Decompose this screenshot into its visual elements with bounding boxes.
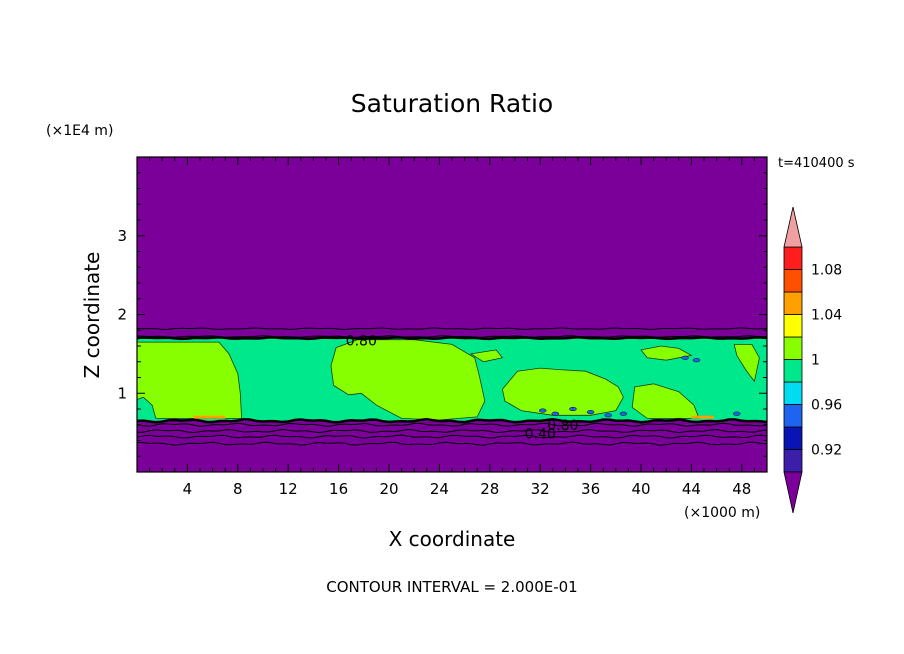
subsaturated-speck <box>733 411 741 416</box>
colorbar-band <box>783 269 803 293</box>
colorbar-band <box>783 449 803 473</box>
colorbar-label: 1.08 <box>811 263 842 279</box>
contour-labels: 0.800.800.40 <box>346 333 579 442</box>
colorbar-band <box>783 246 803 270</box>
subsaturated-speck <box>604 413 612 418</box>
x-tick-label: 8 <box>233 480 243 498</box>
x-tick-label: 48 <box>732 480 751 498</box>
colorbar-top-arrow <box>783 206 803 248</box>
colorbar-label: 1.04 <box>811 308 842 324</box>
dry-region <box>137 157 767 472</box>
contour-label: 0.80 <box>547 418 578 434</box>
subsaturated-speck <box>551 411 560 416</box>
saturated-patch <box>631 383 700 419</box>
saturated-patch <box>136 341 243 419</box>
x-tick-label: 28 <box>480 480 499 498</box>
colorbar-band <box>783 336 803 360</box>
contour-line <box>136 335 767 338</box>
colorbar-band <box>783 381 803 405</box>
x-tick-label: 24 <box>430 480 449 498</box>
y-tick-label: 3 <box>117 227 127 245</box>
saturated-patch <box>469 349 504 363</box>
subsaturated-speck <box>692 358 701 363</box>
colorbar-label: 0.96 <box>811 398 842 414</box>
contour-line <box>136 422 768 427</box>
x-tick-label: 36 <box>581 480 600 498</box>
x-scale-label: (×1000 m) <box>684 505 760 521</box>
saturated-patch <box>640 345 693 361</box>
time-label: t=410400 s <box>778 156 855 171</box>
supersaturated-spot <box>193 415 226 419</box>
colorbar: 0.92 0.96 1 1.04 1.08 <box>783 206 842 514</box>
colorbar-band <box>783 291 803 315</box>
contour-label: 0.80 <box>346 333 377 349</box>
supersaturated-spot <box>691 415 715 419</box>
colorbar-band <box>783 359 803 383</box>
saturated-patch <box>330 339 486 421</box>
x-tick-label: 40 <box>631 480 650 498</box>
subsaturated-speck <box>619 411 628 416</box>
contour-interval-note: CONTOUR INTERVAL = 2.000E-01 <box>326 578 577 596</box>
colorbar-bottom-arrow <box>783 471 803 514</box>
x-tick-label: 32 <box>531 480 550 498</box>
x-axis-title: X coordinate <box>389 527 516 551</box>
x-tick-label: 20 <box>379 480 398 498</box>
contour-line <box>136 327 768 331</box>
subsaturated-speck <box>538 408 547 413</box>
y-axis-title: Z coordinate <box>80 252 104 379</box>
contour-line <box>136 428 768 434</box>
x-tick-label: 44 <box>682 480 701 498</box>
y-tick-label: 1 <box>117 384 127 402</box>
x-tick-label: 12 <box>279 480 298 498</box>
contour-line <box>136 336 768 341</box>
saturated-patch <box>501 367 624 416</box>
subsaturated-speck <box>569 406 577 412</box>
plot-area <box>136 156 768 473</box>
saturated-patch <box>733 343 760 383</box>
chart-title: Saturation Ratio <box>351 89 553 118</box>
x-tick-label: 16 <box>329 480 348 498</box>
contour-label: 0.40 <box>525 426 556 442</box>
contour-line <box>136 434 768 439</box>
colorbar-label: 1 <box>811 353 820 369</box>
colorbar-band <box>783 426 803 450</box>
y-tick-label: 2 <box>117 306 127 324</box>
colorbar-band <box>783 314 803 338</box>
colorbar-label: 0.92 <box>811 443 842 459</box>
contour-line <box>136 441 768 446</box>
colorbar-band <box>783 404 803 428</box>
subsaturated-speck <box>681 355 689 360</box>
x-tick-label: 4 <box>183 480 193 498</box>
contour-line <box>136 417 768 424</box>
y-scale-label: (×1E4 m) <box>46 123 113 139</box>
subsaturated-speck <box>586 410 595 415</box>
